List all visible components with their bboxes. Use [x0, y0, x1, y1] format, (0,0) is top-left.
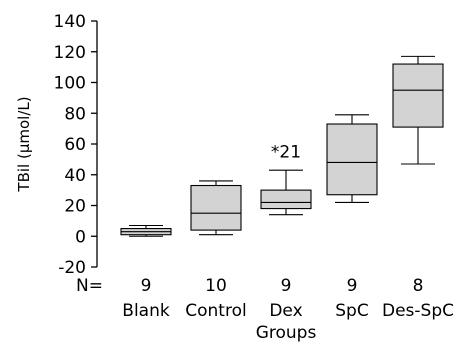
x-category-label: Control [185, 301, 246, 321]
n-value: 9 [281, 276, 292, 296]
x-category-label: Blank [122, 301, 170, 321]
box-iqr [392, 63, 444, 128]
y-tick-label: 100 [54, 74, 86, 94]
n-value: 10 [205, 276, 227, 296]
n-value: 9 [347, 276, 358, 296]
box-blank [120, 224, 172, 237]
y-tick-label: 40 [64, 166, 86, 186]
y-tick-label: 120 [54, 43, 86, 63]
annotation-label: *21 [271, 143, 301, 163]
box-dex [260, 169, 312, 216]
box-control [190, 180, 242, 236]
annotations: *21 [271, 143, 301, 163]
boxes [120, 55, 444, 237]
n-label: N= [76, 276, 103, 296]
box-des-spc [392, 55, 444, 165]
box-iqr [190, 184, 242, 231]
box-iqr [260, 189, 312, 210]
y-tick-label: 80 [64, 104, 86, 124]
x-axis-category-labels: Blank Control Dex SpC Des-SpC [122, 301, 454, 321]
y-tick-label: 0 [75, 227, 86, 247]
n-value: 9 [141, 276, 152, 296]
y-tick-label: 140 [54, 12, 86, 32]
box-spc [326, 114, 378, 203]
x-category-label: Dex [269, 301, 302, 321]
y-axis-ticks: -20 0 20 40 60 80 100 120 140 [54, 12, 97, 278]
y-tick-label: 60 [64, 135, 86, 155]
y-axis-label: TBil (μmol/L) [15, 96, 33, 192]
x-category-label: Des-SpC [382, 301, 454, 321]
n-value: 8 [413, 276, 424, 296]
y-tick-label: 20 [64, 197, 86, 217]
n-values: 9 10 9 9 8 [141, 276, 424, 296]
y-tick-label: -20 [58, 258, 86, 278]
x-category-label: SpC [335, 301, 368, 321]
x-axis-label: Groups [256, 323, 317, 343]
box-iqr [326, 123, 378, 196]
